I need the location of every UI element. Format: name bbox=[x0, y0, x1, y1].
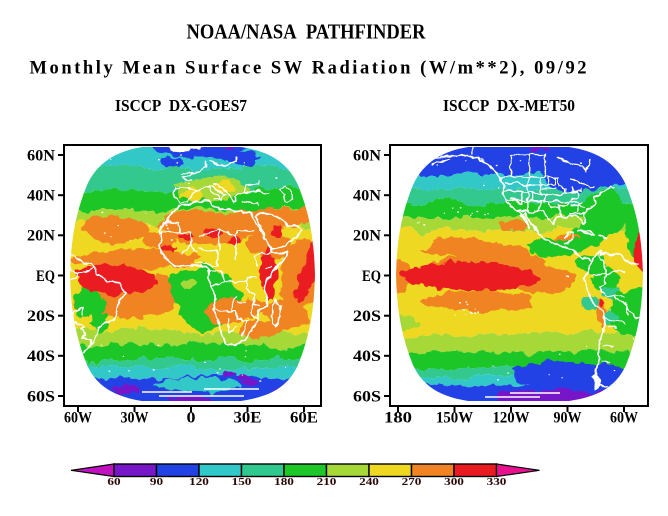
svg-text:60E: 60E bbox=[290, 410, 318, 427]
svg-text:40N: 40N bbox=[27, 188, 55, 205]
svg-text:330: 330 bbox=[487, 476, 507, 488]
svg-text:60: 60 bbox=[107, 476, 121, 488]
svg-text:ISCCP DX-GOES7: ISCCP DX-GOES7 bbox=[115, 96, 247, 115]
svg-text:60S: 60S bbox=[353, 388, 381, 405]
svg-text:120: 120 bbox=[189, 476, 209, 488]
svg-text:120W: 120W bbox=[493, 410, 530, 427]
svg-text:30E: 30E bbox=[234, 410, 262, 427]
svg-text:Monthly Mean Surface SW Radiat: Monthly Mean Surface SW Radiation (W/m**… bbox=[30, 59, 587, 79]
svg-text:20N: 20N bbox=[353, 228, 381, 245]
svg-text:150W: 150W bbox=[436, 410, 473, 427]
svg-text:60W: 60W bbox=[64, 410, 92, 427]
svg-text:60W: 60W bbox=[610, 410, 638, 427]
svg-text:40S: 40S bbox=[353, 348, 381, 365]
svg-text:NOAA/NASA PATHFINDER: NOAA/NASA PATHFINDER bbox=[187, 20, 427, 44]
svg-text:180: 180 bbox=[274, 476, 294, 488]
svg-text:ISCCP DX-MET50: ISCCP DX-MET50 bbox=[443, 96, 575, 115]
svg-text:90W: 90W bbox=[554, 410, 582, 427]
svg-text:60N: 60N bbox=[353, 147, 381, 164]
svg-text:60N: 60N bbox=[27, 147, 55, 164]
svg-text:240: 240 bbox=[359, 476, 379, 488]
svg-text:180: 180 bbox=[384, 410, 412, 427]
svg-text:20S: 20S bbox=[27, 308, 55, 325]
svg-text:300: 300 bbox=[444, 476, 464, 488]
svg-text:0: 0 bbox=[187, 410, 196, 427]
svg-text:EQ: EQ bbox=[36, 268, 55, 285]
svg-text:210: 210 bbox=[317, 476, 337, 488]
svg-text:90: 90 bbox=[150, 476, 164, 488]
svg-text:EQ: EQ bbox=[362, 268, 381, 285]
svg-text:40N: 40N bbox=[353, 188, 381, 205]
svg-text:20N: 20N bbox=[27, 228, 55, 245]
svg-text:40S: 40S bbox=[27, 348, 55, 365]
svg-text:60S: 60S bbox=[27, 388, 55, 405]
svg-text:150: 150 bbox=[232, 476, 252, 488]
svg-text:270: 270 bbox=[402, 476, 422, 488]
svg-text:30W: 30W bbox=[121, 410, 149, 427]
svg-text:20S: 20S bbox=[353, 308, 381, 325]
